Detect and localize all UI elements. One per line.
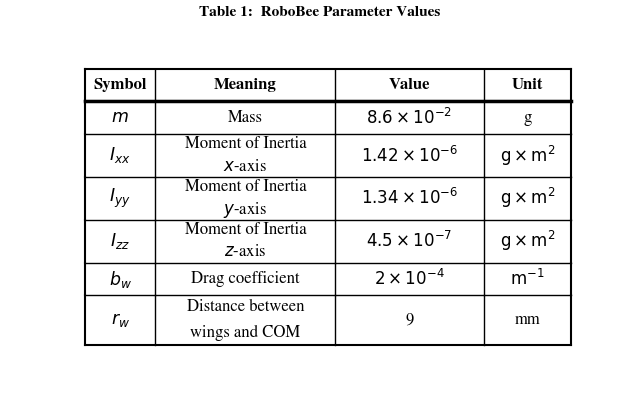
Text: Mass: Mass	[228, 110, 263, 126]
Text: Moment of Inertia: Moment of Inertia	[184, 136, 306, 152]
Bar	[85, 177, 571, 220]
Text: Moment of Inertia: Moment of Inertia	[184, 222, 306, 238]
Text: $y$-axis: $y$-axis	[223, 199, 268, 220]
Bar	[85, 295, 571, 346]
Text: g: g	[523, 110, 531, 126]
Bar	[85, 102, 571, 134]
Text: $I_{zz}$: $I_{zz}$	[110, 231, 131, 251]
Text: $\mathrm{g} \times \mathrm{m}^2$: $\mathrm{g} \times \mathrm{m}^2$	[499, 143, 555, 167]
Text: $m$: $m$	[111, 110, 129, 126]
Text: Symbol: Symbol	[93, 78, 147, 92]
Text: Table 1:  RoboBee Parameter Values: Table 1: RoboBee Parameter Values	[200, 6, 440, 19]
Text: $r_w$: $r_w$	[111, 311, 130, 329]
Bar	[85, 263, 571, 295]
Text: Drag coefficient: Drag coefficient	[191, 271, 300, 287]
Text: $1.42 \times 10^{-6}$: $1.42 \times 10^{-6}$	[361, 145, 458, 166]
Text: $4.5 \times 10^{-7}$: $4.5 \times 10^{-7}$	[366, 231, 452, 251]
Text: Value: Value	[388, 78, 430, 92]
Bar	[85, 220, 571, 263]
Text: Unit: Unit	[511, 78, 543, 92]
Text: $2 \times 10^{-4}$: $2 \times 10^{-4}$	[374, 269, 445, 289]
Bar	[85, 134, 571, 177]
Text: $\mathrm{g} \times \mathrm{m}^2$: $\mathrm{g} \times \mathrm{m}^2$	[499, 186, 555, 211]
Text: $x$-axis: $x$-axis	[223, 159, 268, 175]
Text: Moment of Inertia: Moment of Inertia	[184, 179, 306, 195]
Text: Distance between: Distance between	[187, 299, 304, 315]
Bar	[85, 69, 571, 102]
Text: 9: 9	[405, 312, 413, 328]
Text: $8.6 \times 10^{-2}$: $8.6 \times 10^{-2}$	[366, 107, 452, 128]
Text: $\mathrm{m}^{-1}$: $\mathrm{m}^{-1}$	[510, 269, 545, 289]
Text: Meaning: Meaning	[214, 78, 276, 92]
Text: $I_{xx}$: $I_{xx}$	[109, 145, 131, 166]
Text: $I_{yy}$: $I_{yy}$	[109, 187, 131, 210]
Text: $b_w$: $b_w$	[109, 269, 132, 290]
Text: $z$-axis: $z$-axis	[224, 245, 266, 260]
Text: $\mathrm{g} \times \mathrm{m}^2$: $\mathrm{g} \times \mathrm{m}^2$	[499, 229, 555, 253]
Text: wings and COM: wings and COM	[190, 325, 301, 341]
Text: mm: mm	[515, 312, 540, 328]
Text: $1.34 \times 10^{-6}$: $1.34 \times 10^{-6}$	[361, 188, 458, 209]
